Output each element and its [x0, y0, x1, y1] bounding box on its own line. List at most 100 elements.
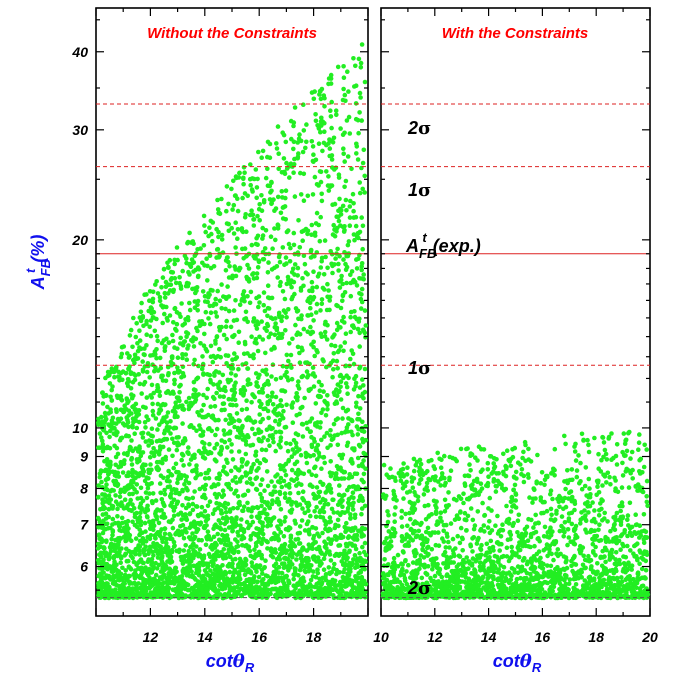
data-point — [106, 471, 111, 477]
data-point — [114, 429, 119, 434]
data-point — [348, 512, 353, 517]
data-point — [349, 166, 354, 172]
data-point — [231, 178, 236, 184]
data-point — [230, 576, 235, 582]
data-point — [331, 510, 337, 515]
data-point — [247, 579, 253, 585]
data-point — [225, 563, 231, 569]
data-point — [327, 294, 333, 300]
data-point — [242, 591, 247, 596]
data-point — [331, 421, 337, 427]
data-point — [257, 218, 263, 223]
data-point — [362, 190, 368, 195]
data-point — [331, 566, 336, 571]
data-point — [208, 404, 213, 410]
data-point — [331, 351, 337, 356]
data-point — [191, 519, 197, 524]
data-point — [153, 535, 158, 541]
data-point — [206, 316, 211, 321]
data-point — [173, 565, 179, 571]
data-point — [141, 323, 146, 329]
data-point — [252, 431, 258, 437]
data-point — [188, 403, 194, 408]
data-point — [358, 559, 364, 564]
data-point — [337, 373, 343, 379]
data-point — [103, 511, 109, 516]
data-point — [152, 328, 158, 334]
data-point — [337, 196, 342, 202]
data-point — [346, 496, 352, 502]
data-point — [192, 489, 197, 494]
data-point — [188, 457, 194, 462]
data-point — [321, 93, 327, 98]
data-point — [240, 543, 245, 548]
data-point — [221, 464, 227, 470]
data-point — [320, 407, 326, 412]
data-point — [109, 536, 114, 542]
data-point — [123, 568, 128, 573]
data-point — [231, 231, 237, 236]
data-point — [349, 348, 355, 353]
data-point — [298, 192, 304, 197]
data-point — [200, 289, 206, 294]
data-point — [268, 234, 274, 239]
data-point — [270, 426, 275, 431]
data-point — [247, 476, 253, 482]
data-point — [183, 478, 189, 484]
data-point — [104, 482, 109, 487]
data-point — [255, 265, 261, 270]
data-point — [265, 393, 271, 399]
data-point — [345, 391, 350, 397]
data-point — [320, 455, 326, 460]
data-point — [167, 536, 173, 541]
data-point — [251, 352, 256, 357]
data-point — [318, 214, 324, 220]
data-point — [208, 343, 214, 349]
data-point — [199, 504, 205, 510]
data-point — [115, 374, 121, 379]
data-point — [318, 169, 324, 175]
data-point — [183, 438, 188, 443]
data-point — [271, 515, 277, 520]
data-point — [222, 432, 227, 437]
data-point — [300, 149, 306, 155]
data-point — [216, 492, 222, 497]
data-point — [253, 241, 259, 247]
data-point — [283, 555, 288, 561]
data-point — [113, 499, 119, 505]
data-point — [222, 527, 228, 533]
data-point — [356, 319, 362, 324]
data-point — [174, 447, 180, 453]
data-point — [103, 393, 109, 399]
data-point — [332, 343, 338, 349]
data-point — [210, 359, 216, 365]
data-point — [137, 458, 142, 464]
data-point — [166, 577, 172, 582]
data-point — [299, 590, 304, 596]
data-point — [272, 226, 277, 231]
data-point — [341, 314, 346, 320]
data-point — [119, 515, 125, 521]
data-point — [323, 254, 328, 260]
data-point — [360, 464, 366, 469]
data-point — [140, 369, 146, 374]
data-point — [173, 490, 178, 496]
data-point — [360, 223, 366, 229]
data-point — [105, 369, 111, 375]
data-point — [336, 324, 342, 330]
data-point — [262, 581, 268, 587]
data-point — [143, 405, 148, 411]
data-point — [280, 289, 286, 294]
data-point — [259, 447, 265, 453]
data-point — [184, 334, 189, 340]
data-point — [171, 544, 177, 549]
data-point — [169, 276, 175, 281]
data-point — [279, 561, 285, 566]
data-point — [265, 574, 270, 579]
data-point — [319, 301, 325, 307]
data-point — [304, 460, 310, 466]
data-point — [241, 165, 247, 170]
data-point — [207, 554, 213, 559]
data-point — [260, 233, 266, 238]
data-point — [203, 309, 209, 315]
